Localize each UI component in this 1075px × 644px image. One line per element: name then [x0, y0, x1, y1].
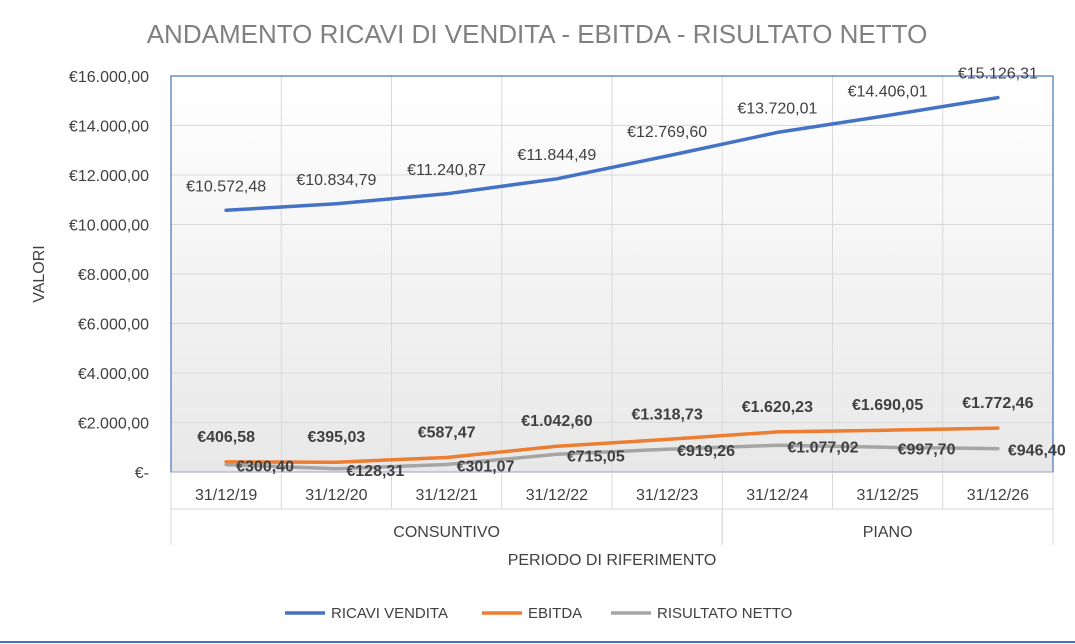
- data-label: €15.126,31: [958, 66, 1038, 83]
- data-label: €1.620,23: [742, 399, 813, 416]
- data-label: €13.720,01: [737, 100, 817, 117]
- data-label: €1.772,46: [962, 395, 1033, 412]
- legend-label: RICAVI VENDITA: [331, 605, 448, 622]
- data-label: €128,31: [346, 463, 404, 480]
- data-label: €12.769,60: [627, 124, 707, 141]
- y-tick-label: €4.000,00: [78, 366, 149, 383]
- y-tick-label: €14.000,00: [69, 119, 149, 136]
- legend-label: EBITDA: [528, 605, 582, 622]
- x-tick-label: 31/12/23: [636, 487, 698, 504]
- y-tick-label: €8.000,00: [78, 267, 149, 284]
- data-label: €10.834,79: [296, 172, 376, 189]
- data-label: €1.042,60: [521, 413, 592, 430]
- y-tick-label: €6.000,00: [78, 317, 149, 334]
- data-label: €997,70: [898, 441, 956, 458]
- y-tick-label: €12.000,00: [69, 168, 149, 185]
- x-tick-label: 31/12/24: [746, 487, 808, 504]
- data-label: €406,58: [197, 429, 255, 446]
- legend-label: RISULTATO NETTO: [657, 605, 792, 622]
- x-group-label: PIANO: [863, 524, 913, 541]
- series-line-ricavi-vendita: [224, 95, 1000, 213]
- data-label: €10.572,48: [186, 178, 266, 195]
- chart-title: ANDAMENTO RICAVI DI VENDITA - EBITDA - R…: [147, 19, 928, 49]
- data-label: €1.690,05: [852, 397, 923, 414]
- x-tick-label: 31/12/20: [305, 487, 367, 504]
- x-tick-label: 31/12/19: [195, 487, 257, 504]
- data-label: €715,05: [567, 448, 625, 465]
- x-tick-label: 31/12/25: [856, 487, 918, 504]
- data-label: €395,03: [307, 429, 365, 446]
- x-tick-label: 31/12/21: [415, 487, 477, 504]
- y-axis-label: VALORI: [31, 245, 48, 303]
- y-tick-label: €-: [135, 465, 149, 482]
- x-tick-label: 31/12/26: [967, 487, 1029, 504]
- data-label: €11.844,49: [517, 147, 596, 164]
- data-label: €11.240,87: [407, 162, 486, 179]
- data-label: €14.406,01: [848, 83, 928, 100]
- data-label: €1.318,73: [632, 406, 703, 423]
- y-tick-label: €16.000,00: [69, 69, 149, 86]
- data-label: €1.077,02: [787, 439, 858, 456]
- data-label: €946,40: [1008, 443, 1066, 460]
- x-tick-label: 31/12/22: [526, 487, 588, 504]
- legend: RICAVI VENDITA EBITDA RISULTATO NETTO: [285, 605, 792, 622]
- y-tick-label: €2.000,00: [78, 416, 149, 433]
- series-line-risultato-netto: [224, 443, 1000, 471]
- data-label: €301,07: [457, 459, 515, 476]
- x-group-label: CONSUNTIVO: [393, 524, 500, 541]
- data-label: €300,40: [236, 459, 294, 476]
- x-axis-label: PERIODO DI RIFERIMENTO: [508, 552, 717, 569]
- data-label: €919,26: [677, 443, 735, 460]
- y-tick-label: €10.000,00: [69, 218, 149, 235]
- series-line-ebitda: [224, 426, 1000, 464]
- data-label: €587,47: [418, 424, 476, 441]
